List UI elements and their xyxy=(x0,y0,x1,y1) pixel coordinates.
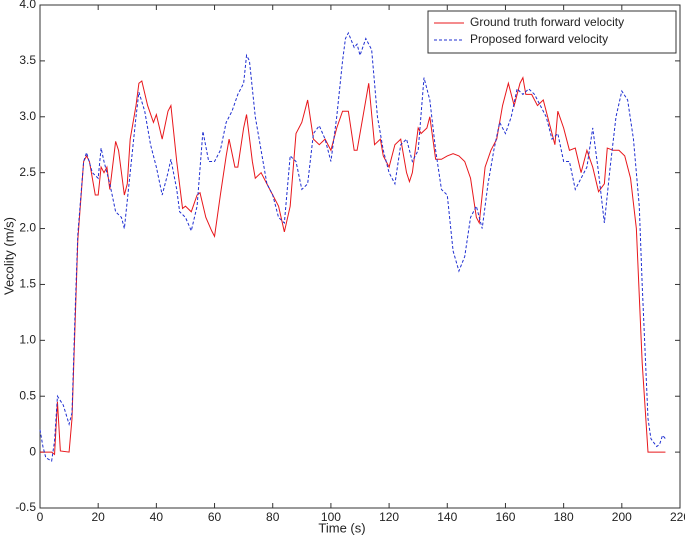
legend-box xyxy=(427,10,677,54)
series-line xyxy=(40,76,666,456)
y-tick-label: 3.5 xyxy=(19,53,36,67)
x-tick-label: 40 xyxy=(150,510,164,524)
x-tick-label: 120 xyxy=(379,510,399,524)
plot-frame xyxy=(39,4,681,509)
y-tick-label: 4.0 xyxy=(19,0,36,11)
y-tick-label: 2.0 xyxy=(19,221,36,235)
x-tick-label: 20 xyxy=(92,510,106,524)
x-tick-label: 0 xyxy=(37,510,44,524)
legend-label: Ground truth forward velocity xyxy=(470,15,624,29)
x-axis-label: Time (s) xyxy=(318,520,365,535)
legend-label: Proposed forward velocity xyxy=(470,32,608,46)
y-tick-label: 1.5 xyxy=(19,277,36,291)
x-tick-label: 100 xyxy=(321,510,341,524)
x-tick-label: 160 xyxy=(495,510,515,524)
x-tick-label: 140 xyxy=(437,510,457,524)
y-tick-label: 0 xyxy=(29,444,36,458)
x-tick-label: 180 xyxy=(554,510,574,524)
x-tick-label: 200 xyxy=(612,510,632,524)
x-tick-label: 60 xyxy=(208,510,222,524)
x-tick-label: 80 xyxy=(266,510,280,524)
x-tick-label: 220 xyxy=(670,510,685,524)
y-tick-label: 2.5 xyxy=(19,165,36,179)
y-axis-label: Vecolity (m/s) xyxy=(1,217,16,295)
y-tick-label: 3.0 xyxy=(19,109,36,123)
y-tick-label: 1.0 xyxy=(19,333,36,347)
y-tick-label: -0.5 xyxy=(15,500,36,514)
y-tick-label: 0.5 xyxy=(19,388,36,402)
series-line xyxy=(39,31,666,462)
